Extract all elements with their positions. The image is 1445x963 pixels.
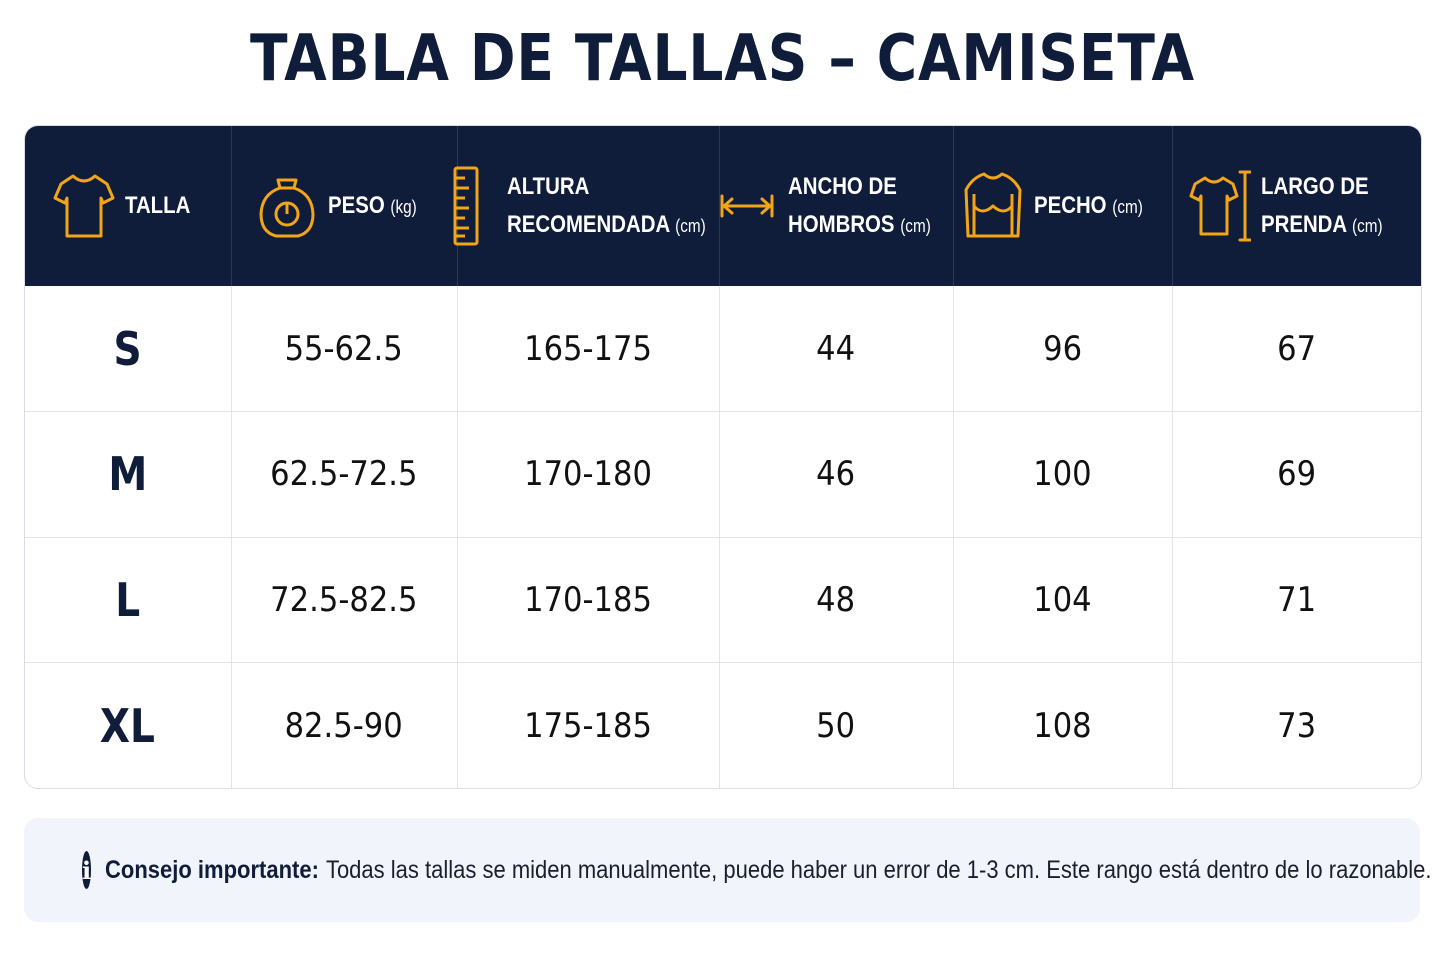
ruler-icon [435, 166, 497, 246]
header-peso: PESO (kg) [231, 126, 458, 286]
weight-cell: 55-62.5 [231, 286, 458, 412]
header-label-2: RECOMENDADA [507, 210, 670, 238]
tshirt-icon [53, 166, 115, 246]
weight-cell: 72.5-82.5 [231, 537, 458, 663]
shoulders-cell: 46 [719, 411, 954, 538]
chest-cell: 96 [953, 286, 1173, 412]
header-unit: (kg) [390, 196, 417, 217]
length-cell: 71 [1172, 537, 1421, 663]
length-cell: 73 [1277, 705, 1317, 746]
chest-cell: 100 [953, 411, 1173, 538]
length-cell: 67 [1172, 286, 1421, 412]
torso-icon [962, 166, 1024, 246]
header-label: ANCHO DE [788, 172, 897, 200]
header-label: TALLA [125, 192, 191, 219]
size-cell: S [25, 286, 232, 412]
header-label-2: HOMBROS [788, 210, 895, 238]
header-unit: (cm) [675, 215, 706, 236]
width-arrows-icon [716, 166, 778, 246]
chest-cell: 108 [953, 662, 1173, 788]
chest-cell: 104 [953, 537, 1173, 663]
header-unit: (cm) [1112, 196, 1144, 217]
shirt-length-icon [1189, 166, 1252, 246]
weight-icon [256, 166, 318, 246]
table-row: L 72.5-82.5 170-185 48 104 71 [25, 537, 1421, 663]
size-cell: XL [25, 662, 232, 788]
height-cell: 170-180 [457, 411, 720, 538]
weight-cell: 62.5-72.5 [231, 411, 458, 538]
table-row: XL 82.5-90 175-185 50 108 73 [25, 662, 1421, 788]
shoulders-cell: 48 [719, 537, 954, 663]
header-label: PESO [327, 191, 385, 219]
header-unit: (cm) [900, 215, 931, 236]
info-icon: i [82, 851, 92, 889]
table-row: S 55-62.5 165-175 44 96 67 [25, 286, 1421, 412]
height-cell: 175-185 [457, 662, 720, 788]
header-unit: (cm) [1352, 215, 1383, 236]
header-label: LARGO DE [1261, 172, 1369, 200]
size-cell: M [25, 411, 232, 538]
header-largo: LARGO DE PRENDA (cm) [1172, 126, 1421, 286]
header-label-2: PRENDA [1261, 210, 1347, 238]
page-title: TABLA DE TALLAS – CAMISETA [250, 22, 1195, 96]
tip-label: Consejo importante: [105, 855, 320, 884]
tip-body: Todas las tallas se miden manualmente, p… [326, 855, 1432, 884]
size-cell: L [25, 537, 232, 663]
height-cell: 170-185 [457, 537, 720, 663]
header-pecho: PECHO (cm) [953, 126, 1173, 286]
table-row: M 62.5-72.5 170-180 46 100 69 [25, 411, 1421, 538]
length-cell: 69 [1172, 411, 1421, 538]
tip-text: Consejo importante: Todas las tallas se m… [105, 856, 1432, 885]
header-talla: TALLA [25, 126, 232, 286]
size-table: TALLA PESO (kg) [24, 125, 1422, 789]
header-hombros: ANCHO DE HOMBROS (cm) [716, 126, 954, 286]
shoulders-cell: 44 [719, 286, 954, 412]
shoulders-cell: 50 [719, 662, 954, 788]
header-label: PECHO [1034, 191, 1108, 219]
height-cell: 165-175 [457, 286, 720, 412]
header-label: ALTURA [507, 172, 590, 200]
table-header-row: TALLA PESO (kg) [25, 126, 1421, 286]
weight-cell: 82.5-90 [231, 662, 458, 788]
tip-box: i Consejo importante: Todas las tallas se… [24, 818, 1432, 922]
header-altura: ALTURA RECOMENDADA (cm) [453, 126, 720, 286]
